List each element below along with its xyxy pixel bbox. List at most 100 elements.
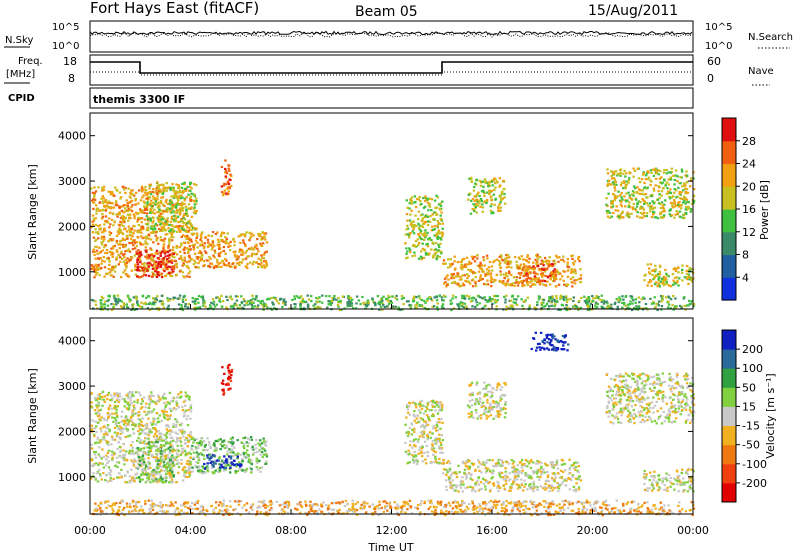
- range-cell: [199, 234, 203, 237]
- range-cell: [515, 279, 518, 282]
- range-cell: [476, 304, 479, 307]
- range-cell: [163, 229, 167, 232]
- range-cell: [423, 299, 426, 302]
- range-cell: [143, 467, 146, 470]
- range-cell: [166, 233, 169, 236]
- range-cell: [655, 302, 658, 305]
- range-cell: [621, 210, 624, 213]
- range-cell: [476, 200, 480, 204]
- range-cell: [463, 302, 467, 305]
- range-cell: [119, 451, 122, 454]
- range-cell: [183, 466, 187, 469]
- range-cell: [157, 271, 161, 274]
- range-cell: [91, 220, 94, 223]
- range-cell: [157, 242, 160, 245]
- range-cell: [191, 244, 194, 247]
- range-cell: [110, 479, 113, 482]
- range-cell: [122, 306, 125, 309]
- range-cell: [150, 445, 153, 448]
- nsearch-tick-top: 10^5: [705, 22, 732, 33]
- range-cell: [475, 179, 478, 182]
- range-cell: [150, 423, 154, 426]
- range-cell: [466, 277, 469, 280]
- range-cell: [555, 285, 558, 288]
- range-cell: [170, 410, 173, 413]
- range-cell: [237, 255, 240, 258]
- range-cell: [491, 184, 494, 187]
- range-cell: [169, 456, 172, 459]
- range-cell: [383, 305, 386, 309]
- range-cell: [562, 270, 565, 273]
- range-cell: [504, 259, 508, 262]
- range-cell: [175, 196, 178, 199]
- range-cell: [540, 301, 543, 304]
- range-cell: [171, 229, 175, 232]
- range-cell: [201, 296, 205, 299]
- range-cell: [406, 256, 409, 259]
- range-cell: [644, 273, 647, 276]
- range-cell: [570, 269, 573, 272]
- range-cell: [679, 182, 682, 185]
- range-cell: [112, 303, 116, 306]
- range-cell: [109, 470, 113, 473]
- range-cell: [135, 241, 139, 244]
- range-cell: [198, 256, 202, 259]
- range-cell: [550, 300, 554, 303]
- range-cell: [185, 418, 188, 421]
- range-cell: [127, 275, 131, 278]
- range-cell: [128, 391, 132, 394]
- range-cell: [95, 238, 98, 241]
- range-cell: [487, 266, 491, 269]
- range-cell: [147, 453, 150, 456]
- range-cell: [152, 417, 155, 420]
- range-cell: [193, 252, 197, 255]
- range-cell: [608, 183, 611, 186]
- range-cell: [468, 282, 472, 285]
- range-cell: [299, 303, 302, 306]
- range-cell: [499, 270, 502, 273]
- range-cell: [427, 209, 430, 212]
- range-cell: [658, 270, 661, 273]
- range-cell: [217, 252, 221, 255]
- range-cell: [228, 296, 231, 299]
- range-cell: [685, 269, 688, 272]
- range-cell: [565, 284, 568, 287]
- range-cell: [126, 423, 129, 426]
- range-cell: [92, 299, 95, 302]
- range-cell: [338, 308, 342, 312]
- range-cell: [131, 428, 135, 431]
- range-cell: [589, 302, 593, 305]
- range-cell: [447, 258, 450, 261]
- range-cell: [483, 296, 486, 299]
- range-cell: [144, 240, 147, 243]
- range-cell: [683, 197, 686, 201]
- range-cell: [147, 417, 150, 420]
- range-cell: [101, 186, 104, 189]
- range-cell: [129, 258, 132, 261]
- range-cell: [181, 428, 184, 431]
- range-cell: [474, 182, 477, 185]
- range-cell: [205, 259, 209, 262]
- range-cell: [409, 251, 412, 254]
- range-cell: [327, 303, 330, 306]
- range-cell: [686, 208, 689, 211]
- range-cell: [161, 250, 164, 253]
- range-cell: [439, 202, 442, 205]
- range-cell: [510, 306, 513, 309]
- range-cell: [138, 304, 141, 307]
- range-cell: [98, 209, 101, 212]
- range-cell: [105, 204, 108, 208]
- range-cell: [573, 282, 577, 285]
- range-cell: [521, 304, 524, 307]
- nsky-trace: [89, 30, 693, 36]
- range-cell: [570, 255, 573, 258]
- range-cell: [161, 239, 164, 242]
- range-cell: [95, 204, 98, 207]
- range-cell: [224, 175, 227, 178]
- range-cell: [673, 191, 676, 194]
- range-cell: [168, 260, 171, 263]
- range-cell: [661, 295, 665, 298]
- range-cell: [674, 269, 678, 273]
- range-cell: [613, 194, 617, 197]
- range-cell: [189, 456, 192, 459]
